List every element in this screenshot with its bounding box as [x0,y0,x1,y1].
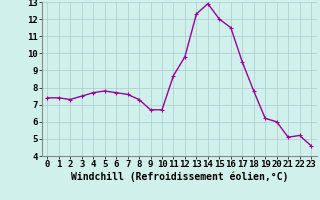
X-axis label: Windchill (Refroidissement éolien,°C): Windchill (Refroidissement éolien,°C) [70,172,288,182]
